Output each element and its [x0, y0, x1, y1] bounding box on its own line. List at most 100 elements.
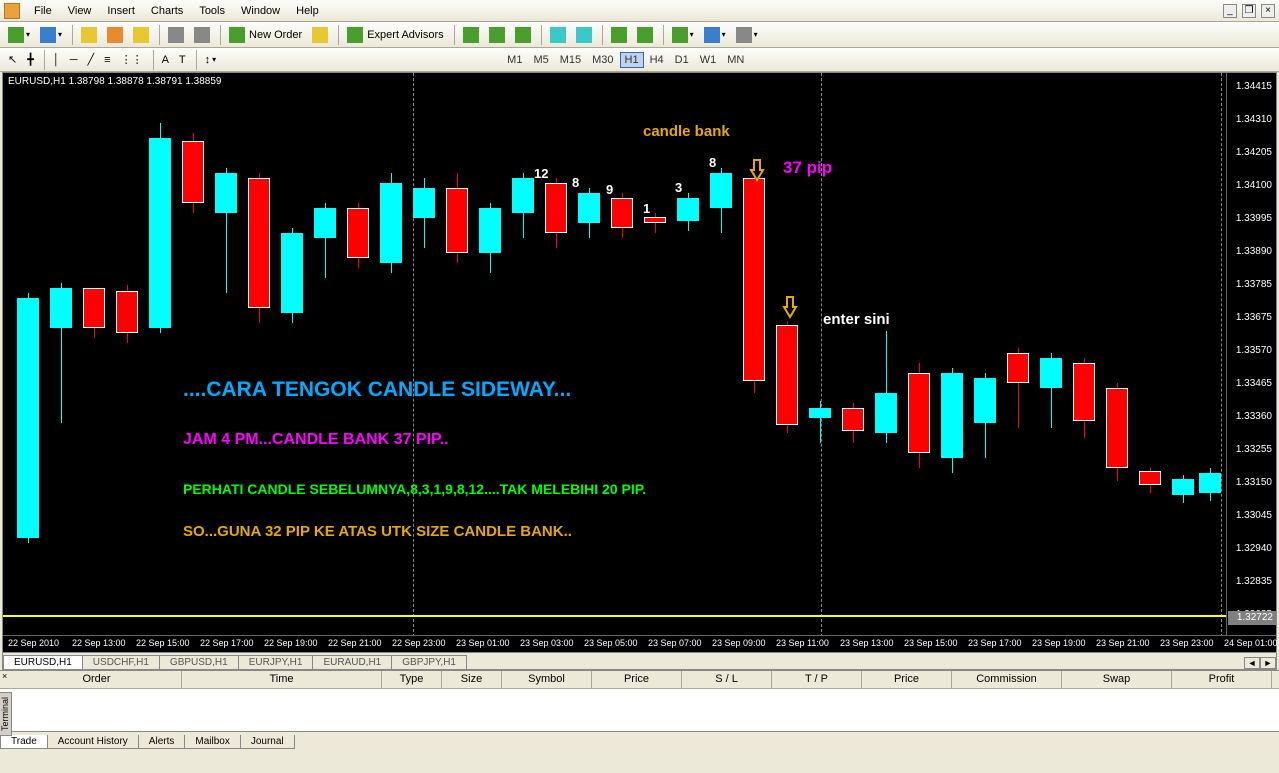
tf-h1[interactable]: H1	[620, 52, 644, 68]
terminal-column-header[interactable]: Order	[12, 671, 182, 688]
terminal-tab[interactable]: Mailbox	[184, 735, 240, 749]
market-watch-button[interactable]	[77, 24, 101, 46]
terminal-column-header[interactable]: S / L	[682, 671, 772, 688]
metaeditor-button[interactable]	[308, 24, 332, 46]
autoscroll-button[interactable]	[607, 24, 631, 46]
trendline-button[interactable]: ╱	[84, 49, 99, 71]
chart-tab[interactable]: GBPUSD,H1	[159, 655, 239, 669]
restore-button[interactable]: ❐	[1242, 4, 1256, 18]
candle	[1139, 73, 1161, 633]
terminal-tab[interactable]: Account History	[47, 735, 139, 749]
tf-m15[interactable]: M15	[555, 52, 586, 68]
price-tick: 1.34100	[1236, 180, 1272, 191]
bar-chart-button[interactable]	[459, 24, 483, 46]
hline-button[interactable]: ─	[66, 49, 82, 71]
candle	[182, 73, 204, 633]
data-window-button[interactable]	[103, 24, 127, 46]
terminal-column-header[interactable]: Time	[182, 671, 382, 688]
tf-d1[interactable]: D1	[670, 52, 694, 68]
chart-area[interactable]: EURUSD,H1 1.38798 1.38878 1.38791 1.3885…	[2, 72, 1277, 670]
navigator-button[interactable]	[129, 24, 153, 46]
tf-w1[interactable]: W1	[695, 52, 722, 68]
chart-tab[interactable]: EURUSD,H1	[3, 655, 83, 669]
menu-insert[interactable]: Insert	[99, 3, 143, 19]
terminal-tab[interactable]: Journal	[240, 735, 295, 749]
terminal-tab[interactable]: Trade	[0, 735, 48, 749]
menu-charts[interactable]: Charts	[143, 3, 191, 19]
tf-h4[interactable]: H4	[645, 52, 669, 68]
chart-tab[interactable]: GBPJPY,H1	[391, 655, 467, 669]
tab-scroll-right[interactable]: ►	[1260, 657, 1276, 669]
menu-tools[interactable]: Tools	[191, 3, 233, 19]
candle	[1199, 73, 1221, 633]
indicators-button[interactable]: ▾	[668, 24, 698, 46]
minimize-button[interactable]: _	[1223, 4, 1237, 18]
terminal-column-header[interactable]: Commission	[952, 671, 1062, 688]
terminal-column-header[interactable]: Swap	[1062, 671, 1172, 688]
down-arrow-icon[interactable]	[781, 295, 799, 322]
line-chart-button[interactable]	[511, 24, 535, 46]
chart-shift-button[interactable]	[633, 24, 657, 46]
text-label-button[interactable]: T	[175, 49, 190, 71]
annotation-line1[interactable]: ....CARA TENGOK CANDLE SIDEWAY...	[183, 378, 571, 402]
terminal-column-header[interactable]: Price	[862, 671, 952, 688]
menu-view[interactable]: View	[60, 3, 100, 19]
tf-m1[interactable]: M1	[502, 52, 527, 68]
drawing-toolbar: ↖ ╋ │ ─ ╱ ≡ ⋮⋮ A T ↕▾ M1 M5 M15 M30 H1 H…	[0, 48, 1279, 72]
terminal-button[interactable]	[164, 24, 188, 46]
chart-tab[interactable]: EURJPY,H1	[238, 655, 314, 669]
periodicity-button[interactable]: ▾	[700, 24, 730, 46]
fibo-button[interactable]: ⋮⋮	[117, 49, 147, 71]
price-tick: 1.33675	[1236, 312, 1272, 323]
menu-bar: File View Insert Charts Tools Window Hel…	[0, 0, 1279, 22]
time-tick: 23 Sep 11:00	[776, 638, 829, 648]
tf-mn[interactable]: MN	[722, 52, 749, 68]
chart-tab[interactable]: USDCHF,H1	[82, 655, 160, 669]
arrows-button[interactable]: ↕▾	[201, 49, 221, 71]
zoom-out-button[interactable]	[572, 24, 596, 46]
tf-m30[interactable]: M30	[587, 52, 618, 68]
terminal-column-header[interactable]: Type	[382, 671, 442, 688]
terminal-close-button[interactable]: ×	[2, 671, 10, 679]
time-tick: 23 Sep 09:00	[712, 638, 766, 648]
menu-window[interactable]: Window	[233, 3, 288, 19]
annotation-pip37[interactable]: 37 pip	[783, 158, 832, 178]
price-tick: 1.33465	[1236, 378, 1272, 389]
menu-file[interactable]: File	[26, 3, 60, 19]
terminal-column-header[interactable]: Profit	[1172, 671, 1272, 688]
candle	[248, 73, 270, 633]
vline-button[interactable]: │	[49, 49, 64, 71]
time-tick: 23 Sep 13:00	[840, 638, 894, 648]
chart-tab[interactable]: EURAUD,H1	[312, 655, 392, 669]
candle	[644, 73, 666, 633]
close-button[interactable]: ×	[1261, 4, 1275, 18]
annotation-line4[interactable]: SO...GUNA 32 PIP KE ATAS UTK SIZE CANDLE…	[183, 523, 572, 540]
expert-advisors-button[interactable]: Expert Advisors	[343, 24, 447, 46]
down-arrow-icon[interactable]	[748, 158, 766, 185]
terminal-column-header[interactable]: Size	[442, 671, 502, 688]
templates-icon	[736, 27, 752, 43]
profiles-button[interactable]: ▾	[36, 24, 66, 46]
annotation-line3[interactable]: PERHATI CANDLE SEBELUMNYA,8,3,1,9,8,12..…	[183, 481, 646, 497]
market-watch-icon	[81, 27, 97, 43]
terminal-tab[interactable]: Alerts	[138, 735, 186, 749]
annotation-enter_sini[interactable]: enter sini	[823, 311, 890, 328]
terminal-column-header[interactable]: T / P	[772, 671, 862, 688]
new-chart-button[interactable]: ▾	[4, 24, 34, 46]
crosshair-button[interactable]: ╋	[23, 49, 38, 71]
zoom-in-button[interactable]	[546, 24, 570, 46]
strategy-tester-button[interactable]	[190, 24, 214, 46]
terminal-column-header[interactable]: Symbol	[502, 671, 592, 688]
channel-button[interactable]: ≡	[100, 49, 114, 71]
cursor-button[interactable]: ↖	[4, 49, 21, 71]
terminal-column-header[interactable]: Price	[592, 671, 682, 688]
new-order-button[interactable]: New Order	[225, 24, 306, 46]
menu-help[interactable]: Help	[288, 3, 327, 19]
candle-chart-button[interactable]	[485, 24, 509, 46]
annotation-candle_bank[interactable]: candle bank	[643, 123, 730, 140]
tab-scroll-left[interactable]: ◄	[1244, 657, 1260, 669]
text-button[interactable]: A	[158, 49, 173, 71]
tf-m5[interactable]: M5	[528, 52, 553, 68]
annotation-line2[interactable]: JAM 4 PM...CANDLE BANK 37 PIP..	[183, 431, 449, 449]
templates-button[interactable]: ▾	[732, 24, 762, 46]
